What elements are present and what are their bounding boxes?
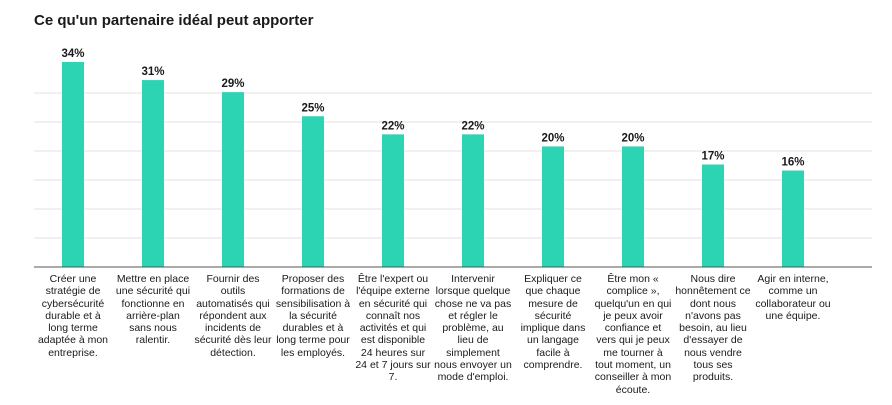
category-label: Mettre en place une sécurité qui fonctio…: [115, 273, 191, 347]
bar: [462, 134, 484, 267]
bar: [62, 61, 84, 268]
bar: [782, 170, 804, 267]
data-label: 22%: [461, 120, 484, 132]
bar: [142, 80, 164, 267]
category-label: Créer une stratégie de cybersécurité dur…: [37, 273, 109, 359]
bar: [302, 116, 324, 267]
category-label: Nous dire honnêtement ce dont nous n'avo…: [675, 273, 751, 384]
bar: [702, 164, 724, 267]
chart-title: Ce qu'un partenaire idéal peut apporter: [34, 12, 314, 29]
bar: [222, 92, 244, 267]
data-label: 31%: [141, 66, 164, 78]
category-label: Être l'expert ou l'équipe externe en séc…: [355, 273, 431, 384]
value-labels: 34% 31% 29% 25% 22% 22% 20% 20% 17% 16%: [61, 48, 804, 169]
category-label: Proposer des formations de sensibilisati…: [275, 273, 351, 359]
gridlines: [34, 92, 872, 239]
data-label: 20%: [621, 132, 644, 144]
data-label: 25%: [301, 102, 324, 114]
category-label: Fournir des outils automatisés qui répon…: [194, 273, 272, 359]
category-label: Être mon « complice », quelqu'un en qui …: [594, 273, 672, 396]
bar: [382, 134, 404, 267]
category-label: Intervenir lorsque quelque chose ne va p…: [434, 273, 512, 384]
data-label: 22%: [381, 120, 404, 132]
data-label: 16%: [781, 157, 804, 169]
data-label: 20%: [541, 132, 564, 144]
data-label: 34%: [61, 48, 84, 60]
category-label: Expliquer ce que chaque mesure de sécuri…: [520, 273, 586, 372]
category-label: Agir en interne, comme un collaborateur …: [755, 273, 831, 322]
bars: [62, 61, 804, 268]
data-label: 17%: [701, 150, 724, 162]
bar: [542, 146, 564, 267]
data-label: 29%: [221, 78, 244, 90]
bar: [622, 146, 644, 267]
